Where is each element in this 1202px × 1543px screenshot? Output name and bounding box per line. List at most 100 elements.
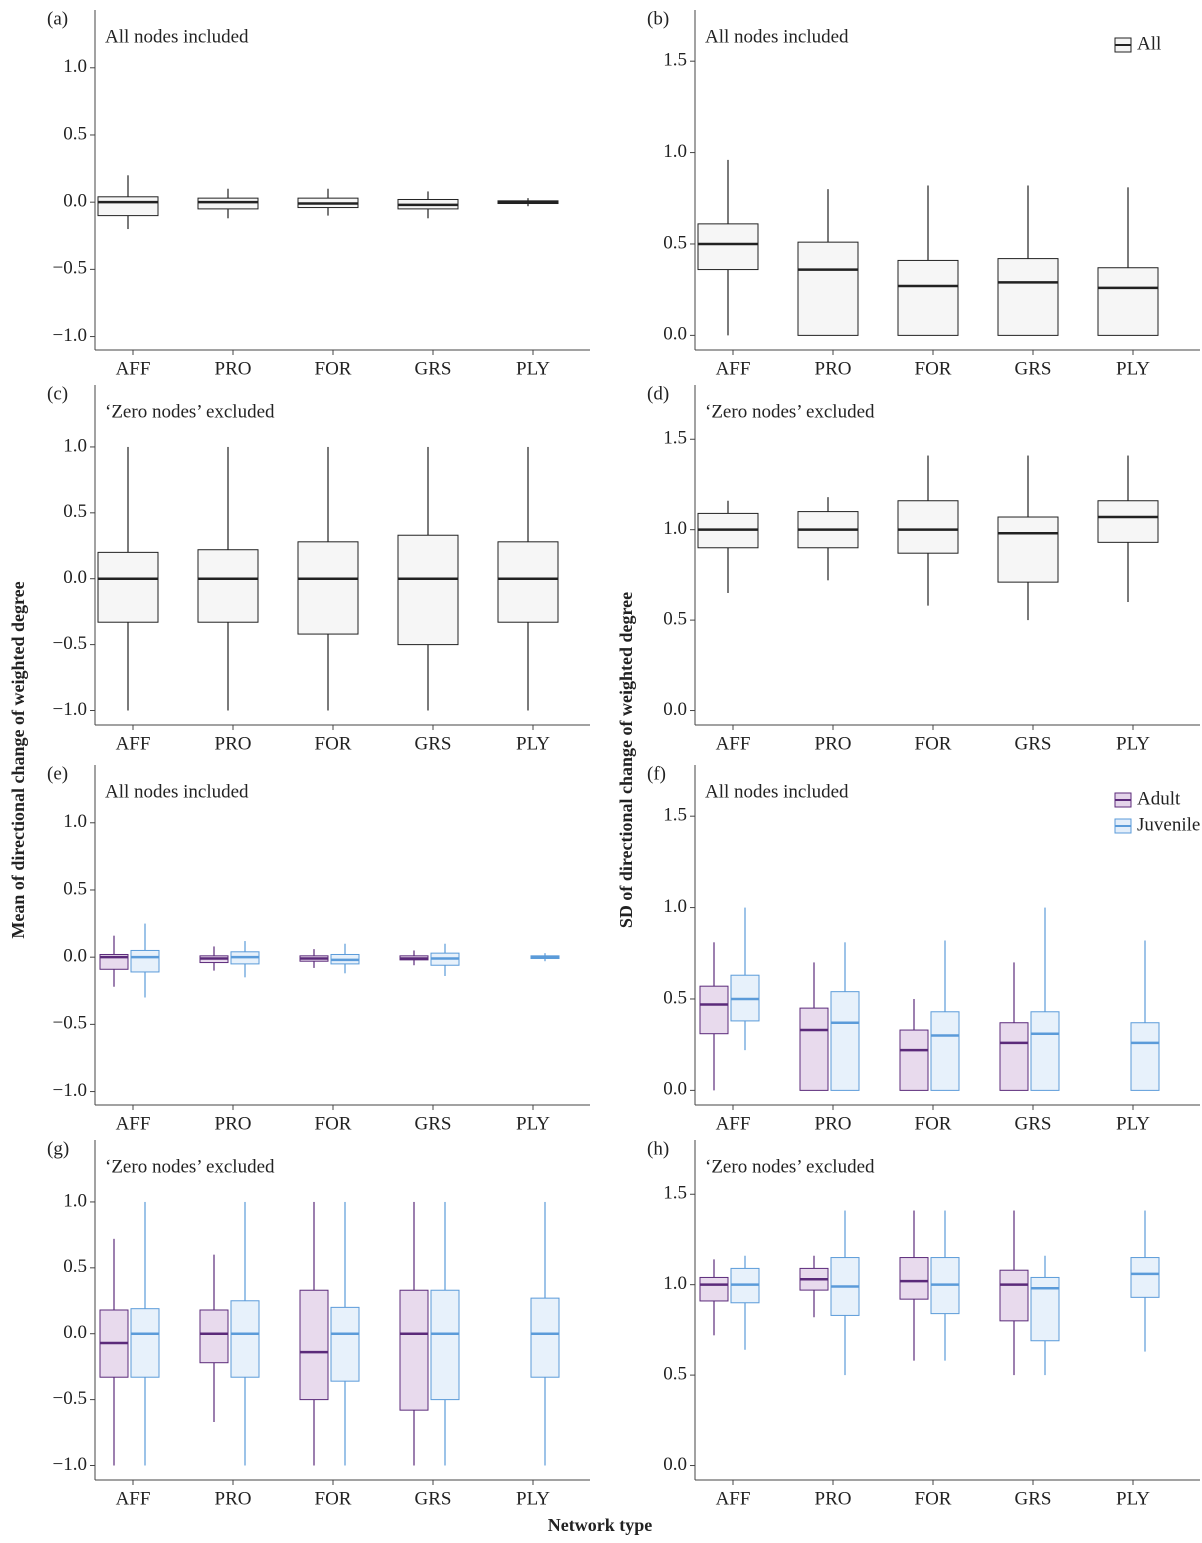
x-axis-label: Network type — [548, 1515, 652, 1535]
x-tick-label: FOR — [915, 1488, 952, 1509]
x-tick-label: GRS — [415, 1113, 452, 1134]
y-tick-label: 0.5 — [663, 232, 687, 253]
y-axis-label: SD of directional change of weighted deg… — [616, 592, 636, 928]
x-tick-label: AFF — [116, 733, 151, 754]
box — [799, 1007, 829, 1091]
y-tick-label: −1.0 — [53, 699, 87, 720]
y-tick-label: 0.0 — [63, 1322, 87, 1343]
x-tick-label: PRO — [815, 358, 852, 379]
x-tick-label: PLY — [1116, 1113, 1150, 1134]
y-tick-label: 0.5 — [663, 608, 687, 629]
subtitle: All nodes included — [105, 781, 249, 802]
subtitle: ‘Zero nodes’ excluded — [705, 1156, 875, 1177]
x-tick-label: PRO — [815, 1488, 852, 1509]
subtitle: All nodes included — [705, 26, 849, 47]
x-tick-label: FOR — [915, 358, 952, 379]
x-tick-label: AFF — [716, 733, 751, 754]
x-tick-label: AFF — [116, 1113, 151, 1134]
box — [1030, 1011, 1060, 1091]
box — [930, 1011, 960, 1091]
panel-label: (h) — [647, 1138, 669, 1159]
box — [1097, 500, 1159, 543]
subtitle: All nodes included — [705, 781, 849, 802]
x-tick-label: PRO — [815, 733, 852, 754]
panel-label: (g) — [47, 1138, 69, 1159]
box — [830, 991, 860, 1091]
box — [299, 1289, 329, 1401]
box — [797, 241, 859, 336]
panel-label: (c) — [47, 383, 68, 404]
y-tick-label: 1.0 — [663, 1273, 687, 1294]
x-tick-label: PLY — [1116, 358, 1150, 379]
y-tick-label: −0.5 — [53, 1013, 87, 1034]
box — [699, 1276, 729, 1302]
y-tick-label: 1.5 — [663, 805, 687, 826]
box — [530, 1297, 560, 1378]
box — [899, 1257, 929, 1300]
y-tick-label: 1.0 — [663, 141, 687, 162]
box — [130, 1308, 160, 1378]
y-tick-label: −1.0 — [53, 1454, 87, 1475]
box — [330, 1306, 360, 1382]
subtitle: ‘Zero nodes’ excluded — [105, 401, 275, 422]
y-axis-label: Mean of directional change of weighted d… — [8, 581, 28, 938]
y-tick-label: 0.0 — [63, 946, 87, 967]
box — [199, 1309, 229, 1364]
x-tick-label: FOR — [915, 733, 952, 754]
x-tick-label: AFF — [716, 1113, 751, 1134]
box — [997, 516, 1059, 583]
y-tick-label: 1.0 — [663, 896, 687, 917]
y-tick-label: 1.5 — [663, 428, 687, 449]
x-tick-label: PRO — [215, 733, 252, 754]
x-tick-label: GRS — [415, 1488, 452, 1509]
y-tick-label: 0.0 — [663, 1079, 687, 1100]
x-tick-label: GRS — [415, 358, 452, 379]
box — [430, 1289, 460, 1401]
x-tick-label: GRS — [415, 733, 452, 754]
box — [397, 534, 459, 646]
box — [297, 541, 359, 635]
box — [1030, 1276, 1060, 1342]
box — [197, 549, 259, 623]
x-tick-label: AFF — [716, 1488, 751, 1509]
x-tick-label: PLY — [516, 1488, 550, 1509]
y-tick-label: 1.0 — [663, 518, 687, 539]
legend-label: All — [1137, 33, 1161, 54]
y-tick-label: 1.5 — [663, 1183, 687, 1204]
box — [130, 949, 160, 973]
y-tick-label: 0.5 — [63, 501, 87, 522]
x-tick-label: PLY — [516, 358, 550, 379]
y-tick-label: 1.0 — [63, 811, 87, 832]
x-tick-label: PLY — [1116, 1488, 1150, 1509]
box — [1130, 1257, 1160, 1298]
legend-label: Adult — [1137, 788, 1181, 809]
x-tick-label: PRO — [215, 1113, 252, 1134]
x-tick-label: FOR — [315, 1488, 352, 1509]
x-tick-label: PLY — [1116, 733, 1150, 754]
panel-label: (d) — [647, 383, 669, 404]
y-tick-label: −0.5 — [53, 258, 87, 279]
y-tick-label: 0.5 — [63, 1256, 87, 1277]
y-tick-label: 0.5 — [663, 987, 687, 1008]
x-tick-label: PRO — [815, 1113, 852, 1134]
x-tick-label: GRS — [1015, 1488, 1052, 1509]
box — [497, 541, 559, 623]
y-tick-label: 1.5 — [663, 50, 687, 71]
box — [97, 551, 159, 623]
y-tick-label: 1.0 — [63, 1190, 87, 1211]
panel-label: (e) — [47, 763, 68, 784]
box — [197, 197, 259, 210]
y-tick-label: 1.0 — [63, 56, 87, 77]
box — [897, 259, 959, 336]
box — [1097, 267, 1159, 336]
x-tick-label: AFF — [116, 358, 151, 379]
y-tick-label: 0.0 — [663, 324, 687, 345]
box — [1130, 1022, 1160, 1091]
y-tick-label: 0.0 — [63, 191, 87, 212]
y-tick-label: −1.0 — [53, 1080, 87, 1101]
y-tick-label: 0.5 — [63, 123, 87, 144]
x-tick-label: PRO — [215, 358, 252, 379]
y-tick-label: −1.0 — [53, 325, 87, 346]
y-tick-label: −0.5 — [53, 633, 87, 654]
x-tick-label: AFF — [116, 1488, 151, 1509]
